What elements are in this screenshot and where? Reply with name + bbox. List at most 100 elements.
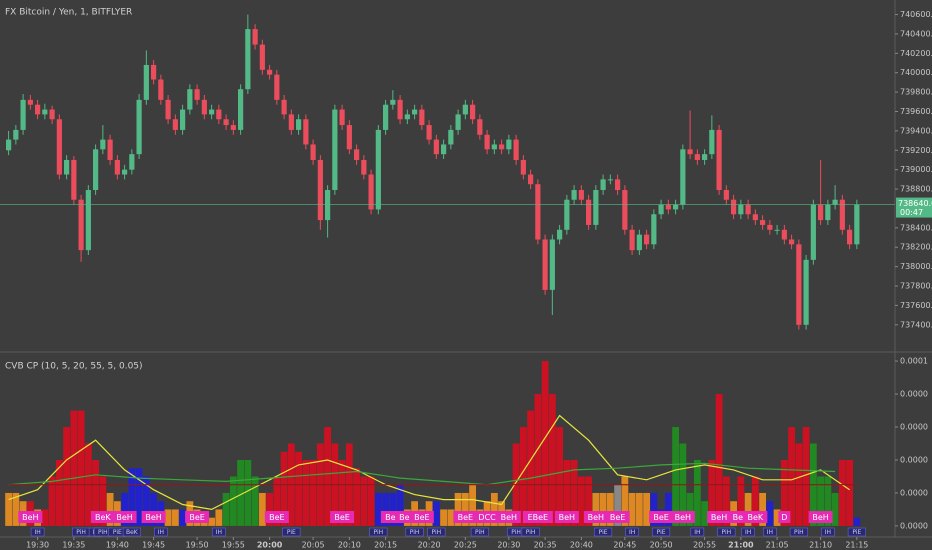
signal-box [789,527,808,537]
signal-box [690,527,705,537]
last-price-label: 738640.00 [898,199,932,208]
candle-body [709,129,715,155]
y-tick-label: 0.0000 [900,488,928,497]
histogram-bar [135,468,143,526]
histogram-bar [664,492,672,526]
pattern-box [583,511,608,523]
signal-label: IH [825,529,831,536]
y-tick-label: 0.0001 [900,357,928,366]
candle-body [462,104,468,115]
candle-body [832,199,838,205]
histogram-bar [715,394,723,526]
candle-body [281,99,287,115]
histogram-bar [389,492,397,526]
y-tick-label: 0.0000 [900,521,928,530]
candle-body [665,204,671,210]
pattern-box [496,511,521,523]
candle-body [165,99,171,120]
candle-body [484,134,490,150]
histogram-bar [824,476,832,526]
candle-body [129,154,135,170]
candle-body [71,159,77,200]
candle-body [615,179,621,191]
histogram-bar [447,509,455,526]
pattern-label: BeE [334,513,349,522]
pattern-box [264,511,289,523]
signal-label: PiH [432,529,442,536]
candle-body [448,129,454,145]
y-tick-label: 0.0000 [900,390,928,399]
histogram-bar [838,459,846,526]
x-tick-label: 20:30 [497,541,520,550]
histogram-bar [432,501,440,526]
candle-body [426,125,432,140]
candle-body [578,190,584,200]
candle-body [680,149,686,205]
histogram-bar [780,459,788,526]
pattern-box [185,511,210,523]
histogram-bar [751,476,759,526]
histogram-bar [92,459,99,526]
histogram-bar [353,468,360,526]
histogram-bar [802,427,810,526]
histogram-bar [324,427,331,526]
histogram-bar [367,476,375,526]
histogram-bar [570,459,578,526]
candle-body [85,190,91,251]
histogram-bar [5,492,12,526]
candle-body [368,174,374,210]
candle-body [535,184,541,240]
candle-body [259,44,265,70]
histogram-bar [121,492,128,526]
candle-body [27,99,33,105]
indicator-line [8,462,836,486]
histogram-bar [142,476,150,526]
pattern-label: BeE [189,513,204,522]
y-tick-label: 737800.00 [900,282,932,291]
signal-label: IH [158,529,164,536]
pattern-label: BeE [385,513,400,522]
pattern-label: EBeE [528,513,549,522]
pattern-label: BeE [269,513,284,522]
candle-body [520,159,526,175]
x-tick-label: 20:35 [534,541,557,550]
candle-body [107,139,113,160]
histogram-bar [382,492,389,526]
x-tick-label: 21:00 [728,541,754,550]
histogram-bar [295,451,302,526]
histogram-bar [737,476,745,526]
candle-body [571,190,577,200]
candle-body [839,199,845,230]
signal-box [652,527,671,537]
candle-body [600,179,606,191]
candle-body [818,204,824,221]
histogram-bar [106,492,114,526]
histogram-bar [643,492,650,526]
x-tick-label: 21:10 [809,541,832,550]
signal-box [282,527,301,537]
pattern-label: BeH [675,513,691,522]
histogram-bar [585,476,592,526]
pattern-box [453,511,478,523]
candle-body [383,104,389,130]
histogram-bar [490,492,498,526]
candle-body [847,229,853,245]
candle-body [35,104,41,115]
y-tick-label: 739000.00 [900,165,932,174]
y-tick-label: 739200.00 [900,146,932,155]
candle-body [607,179,613,181]
signal-box [763,527,777,537]
pattern-box [605,511,630,523]
x-tick-label: 19:45 [142,541,165,550]
pattern-box [808,511,833,523]
candle-body [506,139,512,150]
histogram-bar [563,459,571,526]
histogram-bar [744,492,752,526]
candle-body [42,109,48,115]
histogram-bar [606,492,614,526]
candle-body [774,229,780,231]
candle-body [238,89,244,130]
signal-label: PiE [852,529,861,536]
